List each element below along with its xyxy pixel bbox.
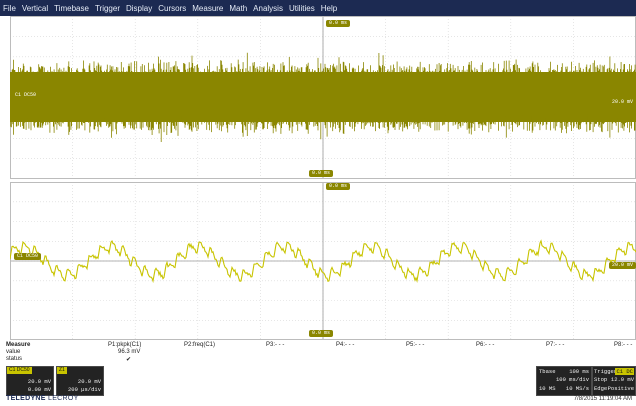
measure-row-label-status: status	[6, 356, 23, 362]
upper-right-scale-marker[interactable]: 20.0 mV	[608, 99, 636, 106]
measure-param-5-name[interactable]: P5:- - -	[406, 342, 425, 348]
timebase-value: 100 ms	[569, 368, 589, 375]
menu-utilities[interactable]: Utilities	[288, 3, 315, 13]
measure-param-2-name[interactable]: P2:freq(C1)	[184, 342, 216, 348]
measure-param-1-status: ✔	[126, 357, 132, 363]
menu-bar: File Vertical Timebase Trigger Display Cursor…	[0, 0, 636, 16]
timebase-descriptor[interactable]: Tbase 100 ms 100 ms/div 10 MS 10 MS/s	[536, 366, 592, 396]
measure-param-8-name[interactable]: P8:- - -	[614, 342, 633, 348]
lower-waveform-svg	[10, 182, 636, 340]
channel-c1-header: C1 DC50	[7, 367, 32, 374]
measure-param-3-name[interactable]: P3:- - -	[266, 342, 285, 348]
menu-math[interactable]: Math	[229, 3, 248, 13]
lower-top-time-marker[interactable]: 0.0 ms	[326, 183, 351, 190]
measure-param-1-name[interactable]: P1:pkpk(C1)	[108, 342, 142, 348]
trigger-level: 12.0 mV	[610, 376, 634, 383]
measure-param-1-value: 96.3 mV	[118, 349, 141, 355]
timebase-label: Tbase	[539, 368, 556, 375]
lower-waveform-grid[interactable]: C1 DC50 20.0 mV 0.0 ms 0.0 ms	[10, 182, 636, 340]
brand-sub: LECROY	[48, 395, 79, 402]
menu-help[interactable]: Help	[320, 3, 338, 13]
trigger-label: Trigger	[594, 368, 618, 375]
upper-waveform-svg	[10, 16, 636, 179]
menu-display[interactable]: Display	[126, 3, 153, 13]
channel-c1-descriptor[interactable]: C1 DC50 20.0 mV 0.00 mV	[6, 366, 54, 396]
timebase-per-div: 100 ms/div	[555, 376, 589, 383]
lower-right-scale-marker[interactable]: 20.0 mV	[608, 262, 636, 269]
timestamp: 7/8/2015 11:19:04 AM	[573, 396, 632, 402]
brand-logo: TELEDYNE LECROY	[6, 395, 79, 402]
brand-name: TELEDYNE	[6, 395, 46, 402]
measure-param-6-name[interactable]: P6:- - -	[476, 342, 495, 348]
upper-waveform-grid[interactable]: C1 DC50 20.0 mV 0.0 ms 0.0 ms	[10, 16, 636, 179]
timebase-rate: 10 MS/s	[565, 385, 589, 392]
graticule	[10, 182, 636, 340]
measure-param-7-name[interactable]: P7:- - -	[546, 342, 565, 348]
zoom-z1-header: Z1	[57, 367, 67, 374]
measure-param-4-name[interactable]: P4:- - -	[336, 342, 355, 348]
measure-row-label-value: value	[6, 349, 21, 355]
menu-file[interactable]: File	[3, 3, 16, 13]
lower-bottom-time-marker[interactable]: 0.0 ms	[309, 330, 334, 337]
upper-bottom-time-marker[interactable]: 0.0 ms	[309, 170, 334, 177]
trigger-slope: Positive	[607, 385, 634, 392]
menu-analysis[interactable]: Analysis	[253, 3, 283, 13]
lower-left-channel-marker[interactable]: C1 DC50	[14, 253, 42, 260]
trigger-descriptor[interactable]: Trigger C1 DC Stop 12.0 mV Edge Positive	[592, 366, 636, 396]
menu-cursors[interactable]: Cursors	[158, 3, 187, 13]
measure-panel: Measure value status P1:pkpk(C1) 96.3 mV ✔…	[0, 342, 636, 364]
zoom-z1-timebase: 200 µs/div	[67, 386, 101, 393]
measure-title: Measure	[6, 342, 31, 348]
noise-band-trace	[10, 52, 636, 142]
trigger-type: Edge	[594, 385, 608, 392]
menu-trigger[interactable]: Trigger	[94, 3, 120, 13]
trigger-mode: Stop	[594, 376, 608, 383]
channel-c1-scale: 20.0 mV	[27, 378, 51, 385]
timebase-samples: 10 MS	[539, 385, 556, 392]
menu-vertical[interactable]: Vertical	[21, 3, 49, 13]
zoom-z1-scale: 20.0 mV	[77, 378, 101, 385]
channel-c1-offset: 0.00 mV	[27, 386, 51, 393]
menu-measure[interactable]: Measure	[192, 3, 224, 13]
upper-left-channel-marker[interactable]: C1 DC50	[12, 92, 40, 99]
upper-top-time-marker[interactable]: 0.0 ms	[326, 20, 351, 27]
menu-timebase[interactable]: Timebase	[54, 3, 89, 13]
trigger-source: C1 DC	[615, 368, 634, 375]
ripple-trace	[10, 239, 636, 284]
zoom-z1-descriptor[interactable]: Z1 20.0 mV 200 µs/div	[56, 366, 104, 396]
